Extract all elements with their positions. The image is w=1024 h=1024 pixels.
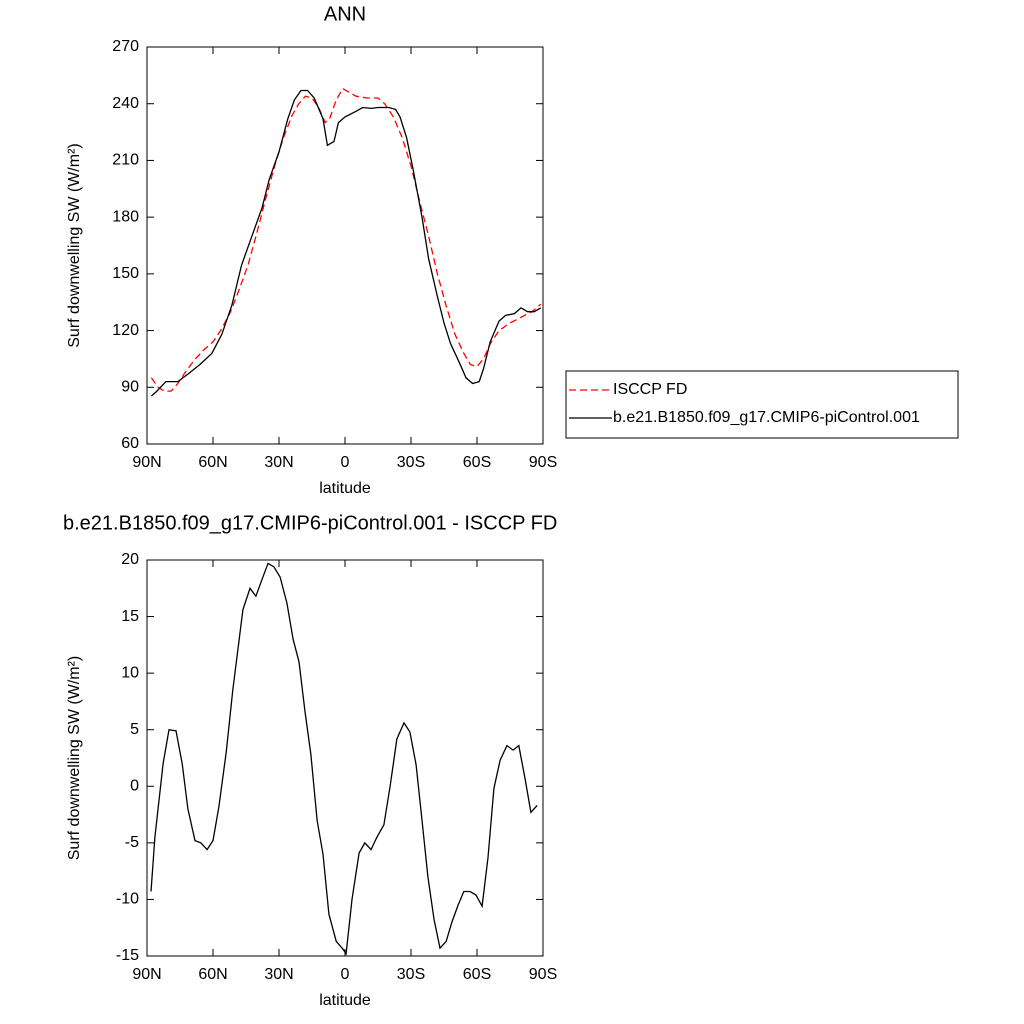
data-line: [150, 87, 542, 392]
data-line: [150, 562, 538, 956]
y-axis-label: Surf downwelling SW (W/m²): [66, 656, 83, 860]
y-tick-label: 90: [121, 379, 139, 396]
y-tick-label: 120: [112, 322, 139, 339]
legend-label: ISCCP FD: [613, 381, 687, 398]
x-tick-label: 30S: [397, 966, 425, 983]
y-tick-label: 10: [121, 664, 139, 681]
chart-title: b.e21.B1850.f09_g17.CMIP6-piControl.001 …: [63, 512, 557, 534]
x-tick-label: 60S: [463, 966, 491, 983]
x-tick-label: 0: [341, 966, 350, 983]
y-tick-label: 5: [130, 721, 139, 738]
y-tick-label: 0: [130, 778, 139, 795]
y-tick-label: -10: [116, 891, 139, 908]
x-axis-label: latitude: [319, 992, 371, 1009]
y-axis-label: Surf downwelling SW (W/m²): [66, 143, 83, 347]
plot-frame: [146, 46, 544, 445]
x-tick-label: 30N: [264, 454, 293, 471]
x-tick-label: 60N: [198, 454, 227, 471]
y-tick-label: 60: [121, 435, 139, 452]
y-tick-label: -15: [116, 947, 139, 964]
data-line: [150, 89, 542, 397]
x-tick-label: 30N: [264, 966, 293, 983]
legend-label: b.e21.B1850.f09_g17.CMIP6-piControl.001: [613, 409, 920, 426]
y-tick-label: 270: [112, 38, 139, 55]
chart-title: ANN: [324, 3, 366, 25]
x-tick-label: 90N: [132, 454, 161, 471]
x-tick-label: 90S: [529, 454, 557, 471]
y-tick-label: -5: [125, 834, 139, 851]
x-tick-label: 90S: [529, 966, 557, 983]
legend-box: [565, 370, 959, 439]
x-tick-label: 30S: [397, 454, 425, 471]
y-tick-label: 20: [121, 551, 139, 568]
y-tick-label: 15: [121, 608, 139, 625]
x-tick-label: 60S: [463, 454, 491, 471]
x-tick-label: 60N: [198, 966, 227, 983]
x-tick-label: 90N: [132, 966, 161, 983]
y-tick-label: 180: [112, 208, 139, 225]
y-tick-label: 150: [112, 265, 139, 282]
y-tick-label: 210: [112, 152, 139, 169]
x-tick-label: 0: [341, 454, 350, 471]
y-tick-label: 240: [112, 95, 139, 112]
x-axis-label: latitude: [319, 480, 371, 497]
